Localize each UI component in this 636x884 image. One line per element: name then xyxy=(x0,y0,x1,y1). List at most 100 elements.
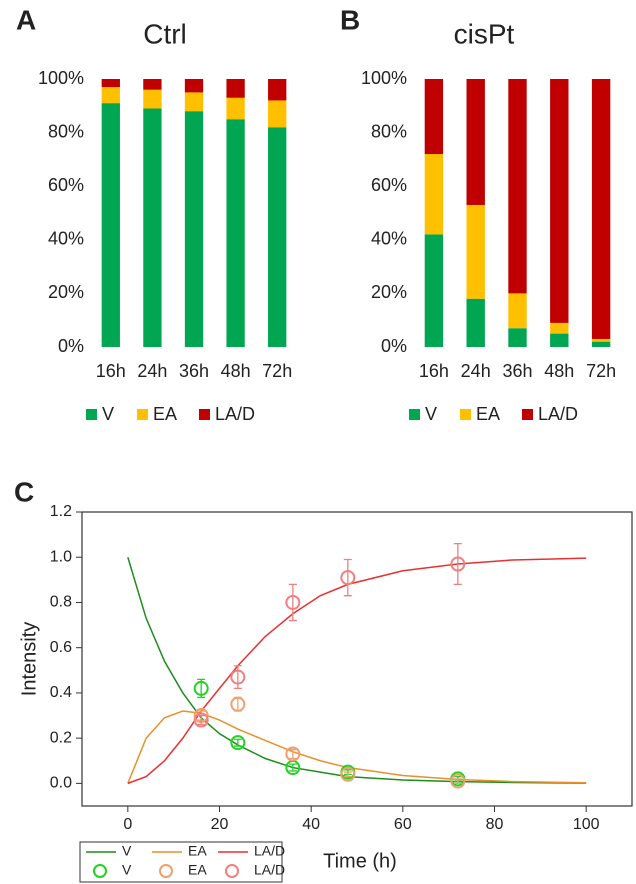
bar-segment xyxy=(143,108,162,347)
x-tick-label: 20 xyxy=(211,816,229,833)
bar-segment xyxy=(591,79,611,339)
bar-segment xyxy=(184,79,204,93)
panel-label: A xyxy=(16,4,36,35)
plot-frame xyxy=(81,511,633,807)
bar-segment xyxy=(184,92,204,112)
x-tick-label: 36h xyxy=(179,361,209,381)
legend-label: EA xyxy=(188,862,207,878)
legend-label: LA/D xyxy=(254,862,285,878)
x-tick-label: 0 xyxy=(123,816,132,833)
y-tick-label: 0.0 xyxy=(50,775,72,792)
legend-label: V xyxy=(425,404,437,424)
x-tick-label: 48h xyxy=(221,361,251,381)
legend-swatch xyxy=(460,409,471,420)
chart-title: cisPt xyxy=(454,18,515,49)
error-bar xyxy=(343,558,352,597)
marker xyxy=(230,735,246,751)
error-bar xyxy=(233,738,242,747)
legend-swatch xyxy=(137,409,148,420)
error-bar xyxy=(453,778,462,785)
y-tick-label: 1.2 xyxy=(50,503,72,520)
marker xyxy=(285,594,301,610)
y-tick-label: 0.6 xyxy=(50,639,72,656)
bar-segment xyxy=(508,79,527,294)
legend-box xyxy=(79,841,283,883)
legend-label: EA xyxy=(188,843,207,859)
marker xyxy=(340,570,356,586)
y-tick-label: 40% xyxy=(371,229,407,249)
y-tick-label: 100% xyxy=(38,68,84,88)
bar-segment xyxy=(424,154,444,235)
bar-segment xyxy=(101,79,120,88)
bar-segment xyxy=(143,79,162,90)
error-bar xyxy=(288,583,297,622)
bar-segment xyxy=(508,328,527,347)
legend-marker xyxy=(93,864,107,878)
y-tick-label: 20% xyxy=(371,282,407,302)
legend-label: LA/D xyxy=(538,404,578,424)
legend-swatch xyxy=(86,409,97,420)
error-bar xyxy=(288,763,297,772)
legend-swatch xyxy=(199,409,210,420)
bar-segment xyxy=(424,234,444,347)
x-tick-label: 16h xyxy=(419,361,449,381)
marker xyxy=(230,696,246,712)
bar-segment xyxy=(268,127,287,348)
legend-swatch xyxy=(409,409,420,420)
curve xyxy=(127,557,587,784)
legend-swatch xyxy=(522,409,533,420)
x-axis-title: Time (h) xyxy=(323,850,397,872)
bar-segment xyxy=(226,119,245,347)
x-tick-label: 24h xyxy=(137,361,167,381)
x-tick-label: 40 xyxy=(302,816,320,833)
bar-segment xyxy=(101,103,120,348)
legend-label: V xyxy=(122,843,132,859)
bar-segment xyxy=(226,79,245,98)
bar-segment xyxy=(268,79,287,101)
curve xyxy=(127,557,587,785)
y-tick-label: 0.8 xyxy=(50,594,72,611)
bar-segment xyxy=(508,293,527,329)
y-tick-label: 0% xyxy=(381,336,407,356)
marker xyxy=(450,556,466,572)
bar-segment xyxy=(184,111,204,347)
error-bar xyxy=(343,771,352,778)
x-tick-label: 60 xyxy=(394,816,412,833)
marker xyxy=(340,766,356,782)
marker xyxy=(193,680,209,696)
x-tick-label: 24h xyxy=(461,361,491,381)
bar-segment xyxy=(466,204,485,299)
y-tick-label: 80% xyxy=(371,121,407,141)
bar-segment xyxy=(550,333,569,347)
legend-label: V xyxy=(122,862,132,878)
x-tick-label: 100 xyxy=(573,816,600,833)
marker xyxy=(450,773,466,789)
error-bar xyxy=(197,714,206,726)
bar-segment xyxy=(466,298,485,347)
y-tick-label: 80% xyxy=(48,121,84,141)
legend-label: V xyxy=(102,404,114,424)
x-tick-label: 16h xyxy=(96,361,126,381)
marker xyxy=(285,746,301,762)
legend-label: LA/D xyxy=(215,404,255,424)
chart-title: Ctrl xyxy=(143,18,187,49)
marker xyxy=(193,712,209,728)
error-bar xyxy=(233,665,242,690)
x-tick-label: 72h xyxy=(586,361,616,381)
legend-label: LA/D xyxy=(254,843,285,859)
x-tick-label: 36h xyxy=(502,361,532,381)
marker xyxy=(230,669,246,685)
y-tick-label: 1.0 xyxy=(50,548,72,565)
bar-segment xyxy=(424,79,444,155)
bar-segment xyxy=(466,79,485,205)
error-bar xyxy=(453,543,462,586)
panel-label: B xyxy=(340,4,360,35)
bar-segment xyxy=(591,341,611,347)
bar-segment xyxy=(591,338,611,342)
curve xyxy=(127,710,587,784)
y-axis-title: Intensity xyxy=(18,622,40,696)
legend-marker xyxy=(225,864,239,878)
y-tick-label: 20% xyxy=(48,282,84,302)
y-tick-label: 0.4 xyxy=(50,684,72,701)
